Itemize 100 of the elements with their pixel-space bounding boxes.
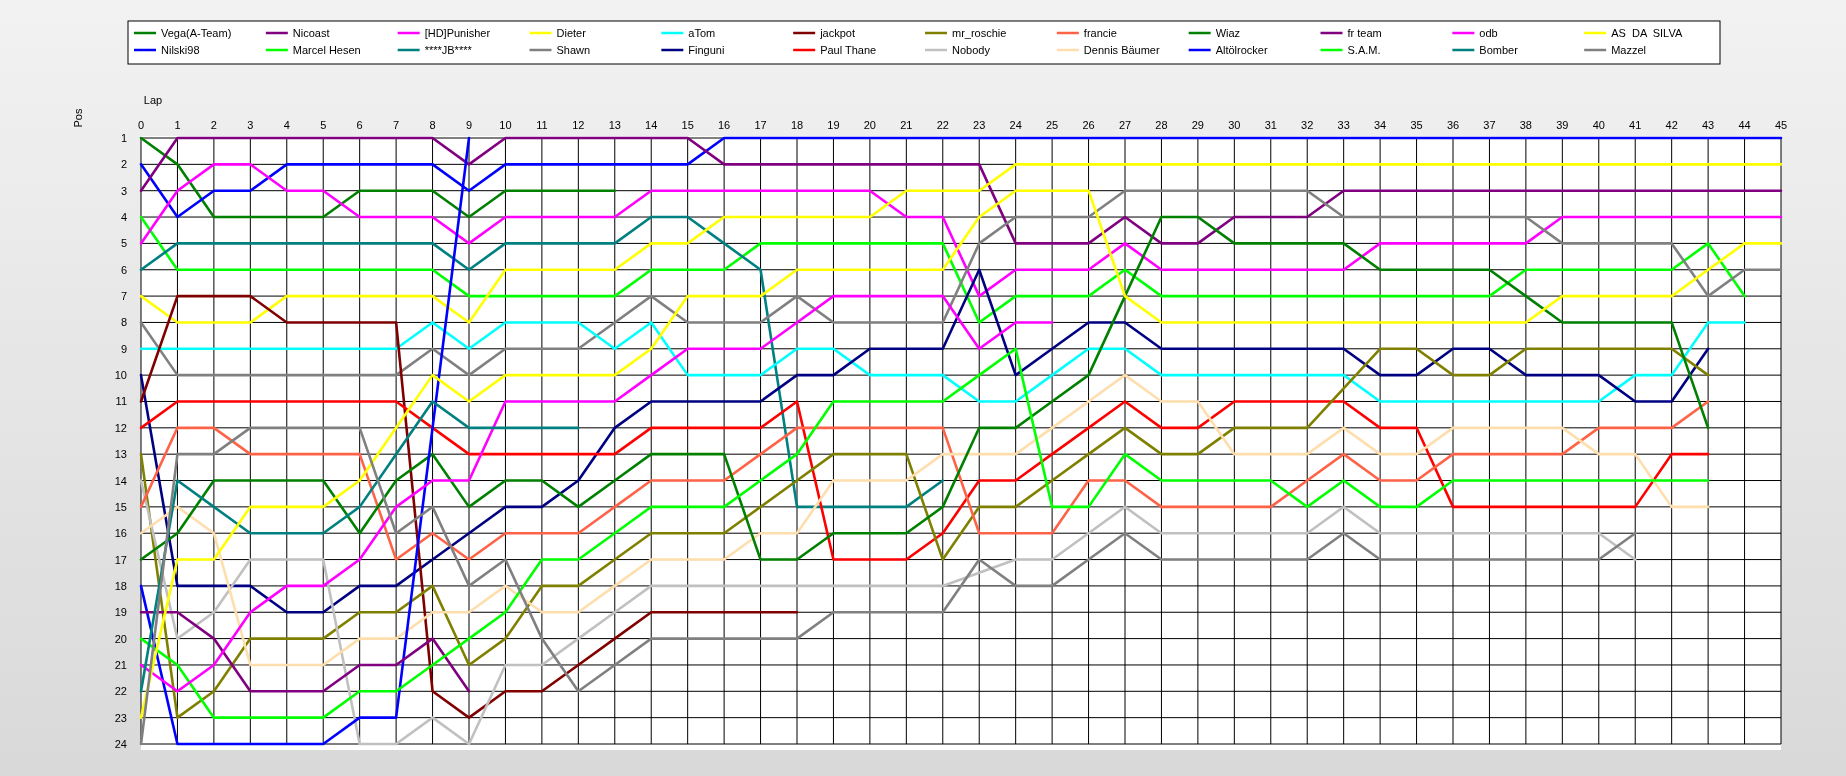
- legend-label: Mazzel: [1611, 44, 1647, 56]
- x-tick-label: 17: [754, 119, 767, 131]
- x-tick-label: 16: [717, 119, 731, 131]
- y-axis-title: Pos: [72, 108, 84, 128]
- line-series: [139, 294, 1054, 693]
- y-tick-label: 3: [120, 184, 127, 197]
- x-tick-label: 4: [283, 119, 290, 131]
- y-tick-label: 20: [114, 632, 127, 645]
- x-tick-label: 24: [1009, 119, 1022, 131]
- y-tick-label: 22: [114, 685, 127, 698]
- x-tick-label: 14: [645, 119, 658, 131]
- legend-label: Bomber: [1479, 44, 1519, 56]
- line-series: [139, 163, 1783, 324]
- x-tick-label: 1: [174, 119, 181, 131]
- x-tick-label: 40: [1592, 119, 1605, 131]
- legend-label: mr_roschie: [952, 27, 1007, 39]
- line-series: [139, 163, 1783, 298]
- x-tick-label: 33: [1337, 119, 1350, 131]
- x-tick-label: 39: [1556, 119, 1569, 131]
- x-tick-label: 31: [1264, 119, 1277, 131]
- x-tick-label: 15: [681, 119, 694, 131]
- y-tick-label: 14: [114, 474, 127, 487]
- x-tick-label: 35: [1410, 119, 1423, 131]
- x-tick-label: 27: [1118, 119, 1132, 131]
- line-series: [139, 426, 1637, 746]
- line-series: [139, 347, 1710, 719]
- legend-label: Marcel Hesen: [292, 44, 361, 56]
- x-tick-label: 22: [936, 119, 949, 131]
- x-tick-label: 21: [900, 119, 913, 131]
- x-tick-label: 5: [320, 119, 327, 131]
- x-tick-label: 25: [1045, 119, 1059, 131]
- line-series: [139, 479, 1637, 746]
- y-tick-label: 10: [114, 369, 127, 382]
- y-tick-label: 17: [114, 553, 127, 566]
- x-tick-label: 32: [1301, 119, 1314, 131]
- x-tick-label: 34: [1373, 119, 1387, 131]
- x-tick-label: 37: [1483, 119, 1496, 131]
- x-tick-label: 8: [429, 119, 436, 131]
- legend-label: Finguni: [688, 44, 725, 56]
- y-tick-label: 24: [114, 738, 127, 750]
- x-tick-label: 13: [608, 119, 621, 131]
- x-tick-label: 30: [1228, 119, 1241, 131]
- legend-label: Vega(A-Team): [161, 27, 232, 39]
- legend-label: ****JB****: [424, 44, 473, 56]
- x-tick-label: 41: [1629, 119, 1642, 131]
- x-tick-label: 36: [1446, 119, 1460, 131]
- y-tick-label: 13: [114, 448, 127, 461]
- line-series: [139, 400, 580, 693]
- y-tick-label: 23: [114, 711, 127, 724]
- legend-label: Dieter: [556, 27, 587, 39]
- legend-label: Nilski98: [161, 44, 200, 56]
- line-series: [139, 189, 1783, 377]
- y-tick-label: 5: [120, 237, 127, 250]
- y-tick-label: 7: [120, 290, 127, 303]
- line-series: [139, 373, 1710, 667]
- line-series: [139, 215, 1746, 324]
- x-tick-label: 11: [536, 119, 548, 131]
- x-tick-label: 6: [356, 119, 363, 131]
- x-tick-label: 10: [499, 119, 512, 131]
- legend-label: Dennis Bäumer: [1083, 44, 1160, 56]
- legend-label: francie: [1083, 27, 1117, 39]
- y-tick-label: 11: [115, 395, 127, 408]
- y-tick-label: 1: [120, 132, 127, 144]
- x-tick-label: 3: [247, 119, 254, 131]
- legend-label: Wiaz: [1215, 27, 1241, 39]
- legend-label: S.A.M.: [1347, 44, 1381, 56]
- x-tick-label: 28: [1155, 119, 1168, 131]
- x-tick-label: 20: [863, 119, 877, 131]
- legend-label: [HD]Punisher: [424, 27, 491, 39]
- legend-label: Nicoast: [292, 27, 330, 39]
- x-tick-label: 42: [1665, 119, 1678, 131]
- x-tick-label: 12: [572, 119, 585, 131]
- legend-label: jackpot: [819, 27, 856, 39]
- legend-label: Nobody: [952, 44, 991, 56]
- legend-label: Shawn: [556, 44, 591, 56]
- line-series: [139, 189, 1783, 719]
- y-tick-label: 21: [114, 658, 127, 671]
- x-tick-label: 0: [137, 119, 145, 131]
- line-series: [139, 215, 1710, 561]
- y-tick-label: 16: [114, 527, 127, 540]
- line-series: [139, 215, 945, 509]
- line-series: [139, 610, 471, 693]
- legend-label: odb: [1479, 27, 1498, 39]
- line-series: [139, 136, 617, 219]
- y-tick-label: 18: [114, 579, 127, 592]
- line-series: [139, 268, 1710, 614]
- legend-label: fr team: [1347, 27, 1382, 39]
- x-tick-label: 26: [1082, 119, 1095, 131]
- x-tick-label: 23: [973, 119, 986, 131]
- line-series: [139, 400, 1710, 561]
- y-tick-label: 8: [120, 316, 127, 329]
- y-tick-label: 2: [120, 158, 127, 171]
- y-tick-label: 12: [114, 421, 127, 434]
- line-series: [139, 321, 1746, 403]
- legend-label: Altölrocker: [1215, 44, 1268, 56]
- legend-label: aTom: [688, 27, 716, 39]
- x-tick-label: 19: [827, 119, 840, 131]
- legend-label: Paul Thane: [820, 44, 877, 56]
- x-tick-label: 29: [1191, 119, 1205, 131]
- x-tick-label: 45: [1774, 119, 1788, 131]
